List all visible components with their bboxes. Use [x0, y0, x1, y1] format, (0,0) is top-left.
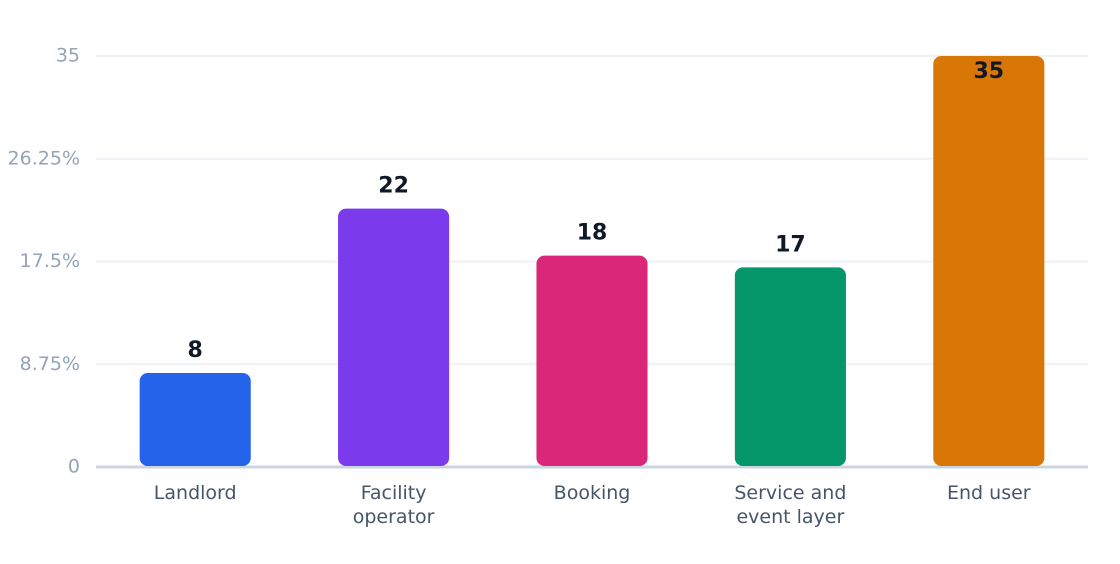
y-tick-label: 8.75%: [20, 353, 80, 375]
x-tick-label: Landlord: [153, 482, 237, 504]
x-tick-label: Service and event layer: [734, 482, 847, 528]
bar: [536, 255, 648, 466]
y-tick-label: 17.5%: [20, 250, 80, 272]
y-tick-label: 26.25%: [8, 147, 80, 169]
value-label: 22: [378, 174, 409, 199]
value-label: 8: [188, 338, 203, 363]
value-label: 17: [775, 232, 806, 257]
x-tick-label: End user: [947, 482, 1031, 504]
y-tick-label: 0: [68, 456, 80, 478]
bar: [933, 56, 1045, 466]
bar: [139, 373, 251, 466]
bar: [734, 267, 846, 466]
value-label: 18: [577, 221, 608, 246]
bar: [338, 208, 450, 466]
y-tick-label: 35: [56, 45, 80, 67]
x-tick-label: Booking: [553, 482, 631, 504]
value-label: 35: [973, 59, 1004, 84]
x-tick-label: Facility operator: [352, 482, 435, 528]
